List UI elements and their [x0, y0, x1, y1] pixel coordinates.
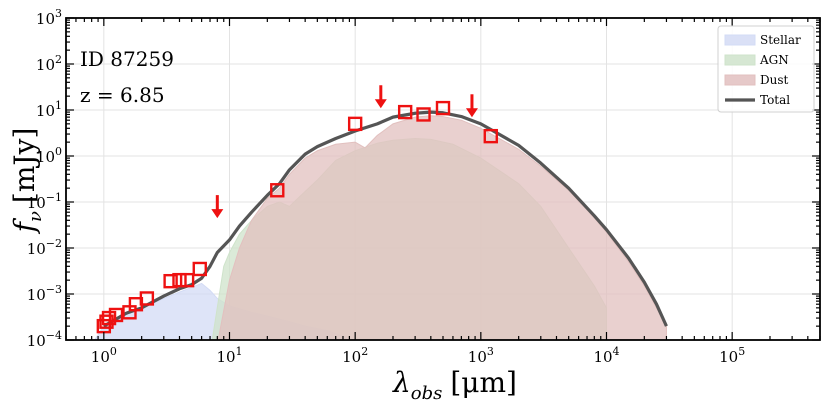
- annotation-redshift: z = 6.85: [80, 83, 165, 107]
- x-tick-label-5: 105: [719, 345, 745, 366]
- legend-label-stellar: Stellar: [760, 33, 801, 47]
- y-axis-label: fν[mJy]: [8, 128, 46, 235]
- y-axis-label-sub: ν: [25, 211, 46, 222]
- x-axis-label-main: λ: [392, 366, 411, 399]
- series-layer: [91, 110, 668, 340]
- y-tick-label-5: 101: [36, 99, 62, 120]
- x-tick-label-3: 103: [468, 345, 494, 366]
- upper-limit-arrow-1: [374, 99, 387, 109]
- x-tick-label-4: 104: [593, 345, 619, 366]
- photometry-point-14: [416, 107, 431, 122]
- photometry-point-11: [270, 183, 285, 198]
- photometry-point-6: [139, 291, 155, 306]
- x-tick-label-2: 102: [342, 345, 368, 366]
- series-area-dust: [216, 115, 667, 340]
- x-axis-label-unit: [μm]: [450, 366, 517, 399]
- y-tick-label-0: 10−4: [27, 329, 62, 350]
- y-tick-label-6: 102: [36, 53, 62, 74]
- photometry-point-8: [172, 272, 187, 288]
- series-line-total: [103, 110, 668, 328]
- y-tick-label-1: 10−3: [27, 283, 62, 304]
- legend-label-dust: Dust: [760, 73, 789, 87]
- legend-swatch-agn: [724, 54, 756, 66]
- legend-box: [717, 25, 815, 113]
- y-tick-labels: 10−4 10−3 10−2 10−1 100 101 102 103: [27, 7, 62, 350]
- y-tick-label-3: 10−1: [27, 191, 62, 212]
- upper-limit-arrow-2: [465, 108, 478, 118]
- photometry-point-10: [192, 261, 207, 277]
- legend-swatch-stellar: [724, 34, 756, 46]
- y-tick-label-4: 100: [36, 145, 62, 166]
- photometry-point-13: [397, 104, 413, 120]
- photometry-point-12: [347, 116, 363, 132]
- x-axis-label-sub: obs: [411, 383, 443, 404]
- legend-swatch-dust: [724, 74, 756, 86]
- photometry-point-7: [163, 273, 178, 289]
- x-tick-labels: 100 101 102 103 104 105: [91, 345, 745, 366]
- y-tick-label-7: 103: [36, 7, 62, 28]
- x-tick-label-1: 101: [216, 345, 242, 366]
- photometry-point-9: [179, 272, 195, 288]
- annotation-id: ID 87259: [80, 47, 174, 71]
- photometry-point-16: [483, 128, 498, 144]
- x-tick-label-0: 100: [91, 345, 117, 366]
- x-axis-label: λobs [μm]: [392, 366, 517, 404]
- y-axis-label-unit: [mJy]: [8, 128, 41, 203]
- y-tick-label-2: 10−2: [27, 237, 62, 258]
- upper-limit-arrow-0: [211, 209, 224, 219]
- legend-label-total: Total: [760, 93, 790, 107]
- photometry-point-15: [435, 100, 451, 116]
- legend-label-agn: AGN: [759, 53, 789, 67]
- legend: Stellar AGN Dust Total: [717, 25, 815, 113]
- photometry-layer: [96, 85, 498, 334]
- photometry-point-3: [108, 307, 124, 323]
- ticks: [65, 17, 821, 341]
